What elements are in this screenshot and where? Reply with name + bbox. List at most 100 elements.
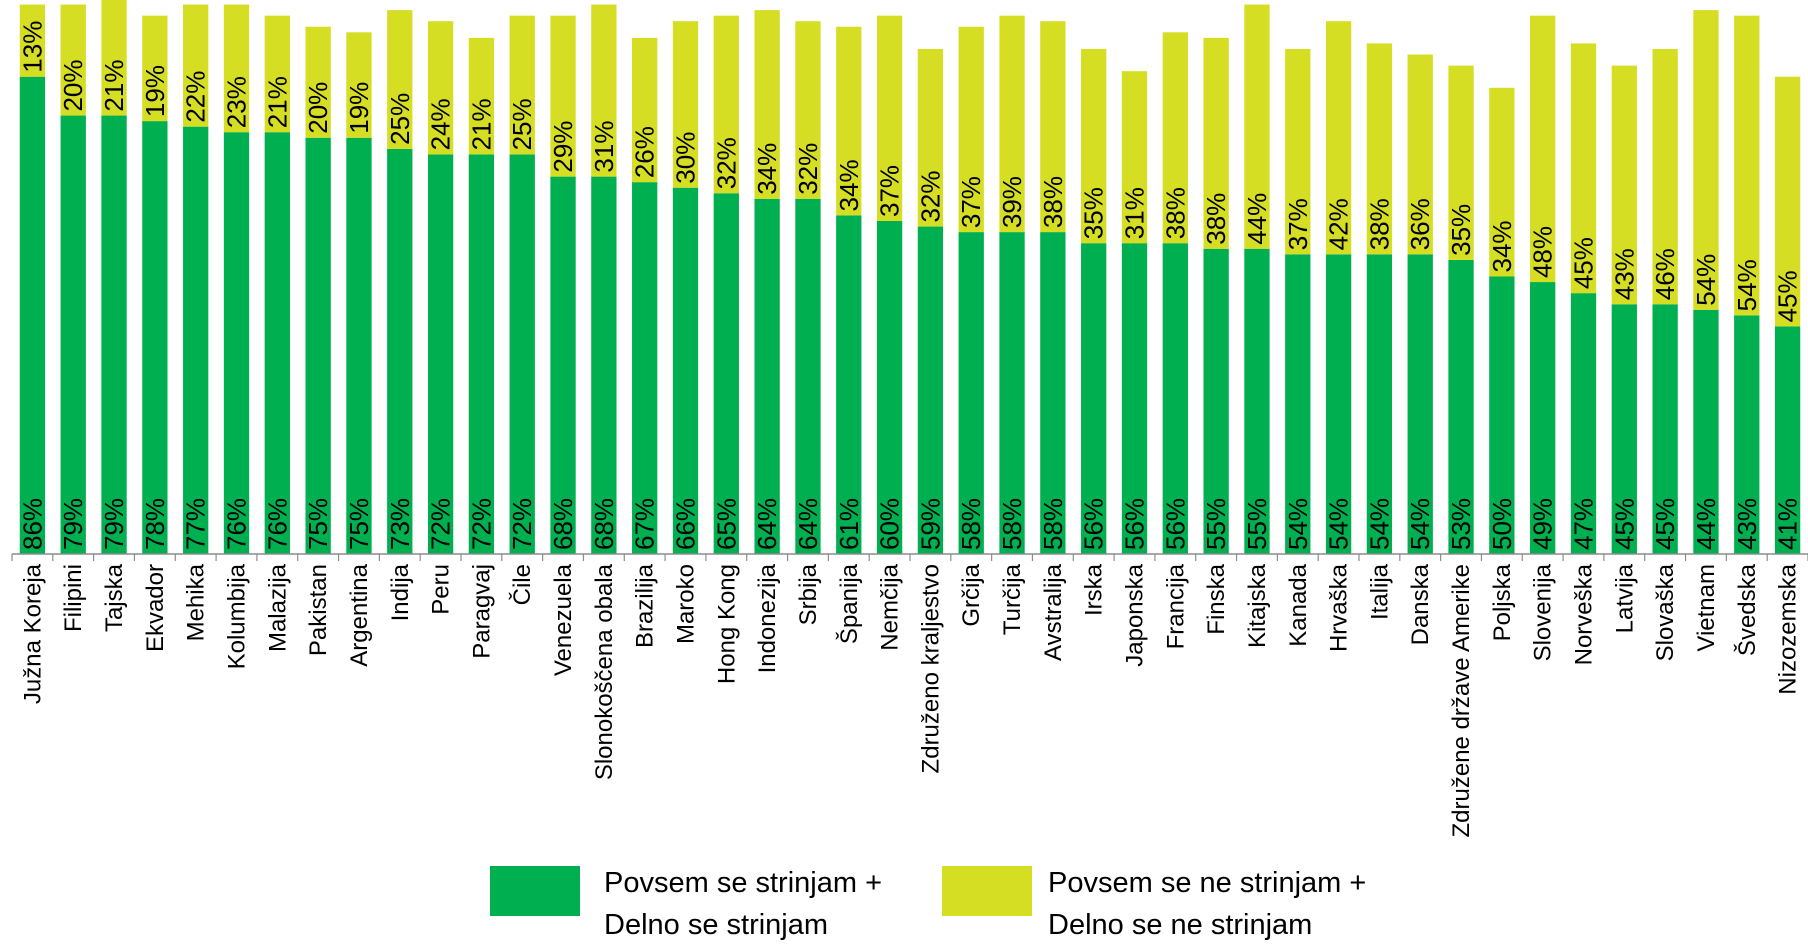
data-label-disagree: 35% <box>1446 204 1476 256</box>
data-label-agree: 64% <box>793 498 823 550</box>
bar-agree <box>1325 254 1352 555</box>
legend-swatch-disagree <box>942 866 1032 916</box>
legend-label-disagree-line1: Povsem se ne strinjam + <box>1048 867 1367 899</box>
data-label-disagree: 34% <box>752 143 782 195</box>
bar-disagree <box>1489 87 1515 277</box>
data-label-disagree: 22% <box>181 71 211 123</box>
bar-agree <box>223 132 250 554</box>
data-label-disagree: 45% <box>1569 237 1599 289</box>
bar-disagree <box>264 15 290 133</box>
category-label: Argentina <box>346 563 373 666</box>
data-label-disagree: 20% <box>303 82 333 134</box>
category-label: Slonokoščena obala <box>591 563 618 780</box>
data-label-agree: 68% <box>589 498 619 550</box>
bar-disagree <box>1366 43 1393 255</box>
bar-agree <box>19 76 46 554</box>
data-label-disagree: 44% <box>1242 193 1272 245</box>
category-label: Maroko <box>673 564 700 644</box>
category-label: Peru <box>428 564 455 615</box>
data-label-disagree: 43% <box>1609 248 1639 300</box>
category-label: Čile <box>508 564 536 605</box>
data-label-disagree: 21% <box>262 76 292 128</box>
bar-disagree <box>305 26 331 138</box>
bar-disagree <box>142 15 168 122</box>
bar-disagree <box>632 37 658 183</box>
bar-disagree <box>754 10 780 199</box>
category-label: Norveška <box>1571 563 1598 665</box>
category-label: Irska <box>1081 563 1108 616</box>
bar-agree <box>1366 254 1393 555</box>
category-label: Kanada <box>1285 563 1312 646</box>
bar-agree <box>101 115 127 555</box>
bar-agree <box>1285 254 1311 555</box>
data-label-disagree: 38% <box>1038 176 1068 228</box>
data-label-agree: 86% <box>17 498 47 550</box>
bar-disagree <box>1448 65 1474 260</box>
data-label-agree: 44% <box>1691 498 1721 550</box>
data-label-agree: 72% <box>466 498 496 550</box>
data-label-agree: 54% <box>1324 498 1354 550</box>
data-label-disagree: 32% <box>793 143 823 195</box>
data-label-agree: 59% <box>915 498 945 550</box>
data-label-disagree: 19% <box>140 65 170 117</box>
data-label-agree: 54% <box>1364 498 1394 550</box>
data-label-disagree: 34% <box>1487 220 1517 272</box>
category-label: Latvija <box>1611 563 1638 633</box>
bar-disagree <box>1652 48 1678 305</box>
bar-agree <box>1040 232 1066 554</box>
data-label-disagree: 23% <box>222 76 252 128</box>
data-label-agree: 56% <box>1079 498 1109 550</box>
data-label-disagree: 37% <box>956 176 986 228</box>
bar-disagree <box>387 10 413 149</box>
data-label-disagree: 24% <box>426 98 456 150</box>
category-label: Vietnam <box>1693 564 1720 652</box>
data-label-agree: 56% <box>1160 498 1190 550</box>
category-label: Italija <box>1366 563 1393 620</box>
bar-agree <box>1570 293 1597 554</box>
data-label-agree: 55% <box>1201 498 1231 550</box>
bar-disagree <box>346 32 372 138</box>
category-label: Ekvador <box>142 564 169 652</box>
bar-disagree <box>836 26 862 216</box>
data-label-disagree: 34% <box>834 159 864 211</box>
data-label-agree: 75% <box>344 498 374 550</box>
bar-disagree <box>1244 4 1270 249</box>
bar-agree <box>632 182 658 554</box>
data-label-agree: 61% <box>834 498 864 550</box>
bar-agree <box>795 198 821 555</box>
bar-agree <box>1774 326 1801 554</box>
bar-agree <box>550 176 576 554</box>
bar-disagree <box>509 15 535 155</box>
x-axis <box>11 553 1808 561</box>
bar-disagree <box>1162 32 1188 244</box>
bar-agree <box>468 154 495 554</box>
bar-agree <box>60 115 86 555</box>
bar-agree <box>1162 243 1188 554</box>
bar-agree <box>836 215 862 554</box>
bar-disagree <box>1040 21 1066 233</box>
data-label-disagree: 25% <box>507 98 537 150</box>
bar-disagree <box>1081 48 1107 244</box>
data-label-disagree: 42% <box>1324 198 1354 250</box>
data-label-disagree: 36% <box>1405 198 1435 250</box>
data-label-agree: 73% <box>385 498 415 550</box>
category-label: Indonezija <box>754 563 781 673</box>
category-label: Indija <box>387 563 414 621</box>
bar-agree <box>1121 243 1148 554</box>
data-label-agree: 53% <box>1446 498 1476 550</box>
data-label-disagree: 38% <box>1364 198 1394 250</box>
bar-agree <box>713 193 739 554</box>
data-label-agree: 77% <box>181 498 211 550</box>
bar-disagree <box>876 15 903 222</box>
legend-label-agree-line2: Delno se strinjam <box>604 909 829 941</box>
data-label-agree: 58% <box>997 498 1027 550</box>
data-label-disagree: 38% <box>1160 187 1190 239</box>
bar-disagree <box>1121 71 1148 244</box>
bar-agree <box>142 121 168 554</box>
data-label-agree: 76% <box>222 498 252 550</box>
category-label: Južna Koreja <box>19 563 46 704</box>
bar-agree <box>1407 254 1433 555</box>
bar-disagree <box>713 15 739 194</box>
data-label-agree: 79% <box>58 498 88 550</box>
